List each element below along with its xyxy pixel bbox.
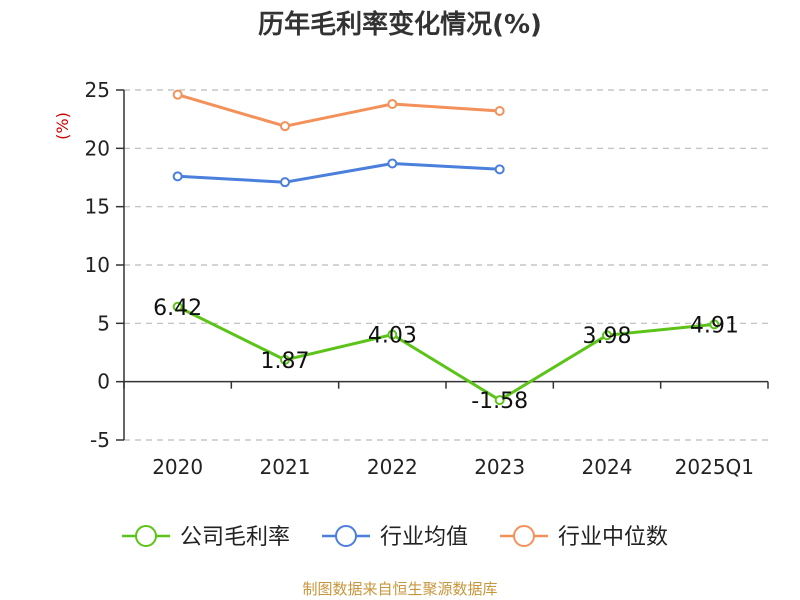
x-tick-label: 2021: [260, 455, 311, 479]
data-point: [602, 330, 612, 341]
x-tick-label: 2022: [367, 455, 418, 479]
data-label: 4.03: [368, 324, 417, 349]
data-point: [387, 99, 398, 109]
data-point: [494, 164, 505, 175]
x-tick-label: 2025Q1: [675, 455, 754, 479]
data-point: [494, 106, 505, 116]
x-tick-label: 2023: [474, 455, 525, 479]
legend-label: 行业中位数: [558, 525, 668, 550]
legend-marker-icon: [335, 525, 357, 547]
y-tick-label: 0: [97, 370, 110, 394]
axes: -5 0 5 10 15 20 25 2020 2021 2022 2023 2024 2025Q1 (%…: [53, 78, 769, 479]
data-label: 4.91: [690, 313, 739, 338]
data-label: 1.87: [261, 349, 310, 374]
y-tick-label: 10: [85, 253, 110, 277]
data-point: [709, 319, 720, 330]
legend-item[interactable]: 行业中位数: [500, 525, 668, 550]
data-point: [172, 171, 183, 182]
legend-item[interactable]: 公司毛利率: [122, 525, 290, 550]
legend[interactable]: 公司毛利率 行业均值 行业中位数: [122, 525, 668, 550]
gridlines: [124, 89, 768, 441]
legend-marker-icon: [513, 525, 535, 547]
legend-marker-icon: [135, 525, 157, 547]
series-line: [177, 305, 715, 402]
legend-item[interactable]: 行业均值: [322, 525, 468, 550]
data-label: -1.58: [471, 389, 528, 414]
chart-title: 历年毛利率变化情况(%): [258, 10, 542, 40]
series-line: [177, 162, 500, 184]
data-point: [387, 329, 398, 340]
data-point: [494, 395, 505, 406]
data-label: 6.42: [153, 296, 202, 321]
data-labels: 6.42 1.87 4.03 -1.58 3.98 4.91: [153, 296, 739, 414]
data-label: 3.98: [583, 324, 632, 349]
data-point: [172, 89, 183, 100]
y-tick-label: 5: [97, 311, 110, 335]
y-axis-unit-label: (%): [53, 112, 72, 140]
legend-label: 公司毛利率: [180, 525, 290, 550]
y-tick-label: 20: [85, 136, 110, 160]
data-point: [172, 301, 183, 312]
data-point: [280, 177, 290, 188]
x-tick-label: 2020: [152, 455, 203, 479]
data-point: [280, 354, 290, 365]
y-tick-label: 15: [85, 195, 110, 219]
y-tick-label: -5: [90, 428, 110, 452]
series-line: [177, 93, 500, 128]
y-tick-label: 25: [85, 78, 110, 102]
data-point: [387, 158, 398, 169]
data-point: [280, 121, 290, 132]
x-tick-label: 2024: [582, 455, 633, 479]
series-lines: [172, 89, 720, 406]
legend-label: 行业均值: [380, 525, 468, 550]
data-source-note: 制图数据来自恒生聚源数据库: [302, 580, 498, 598]
